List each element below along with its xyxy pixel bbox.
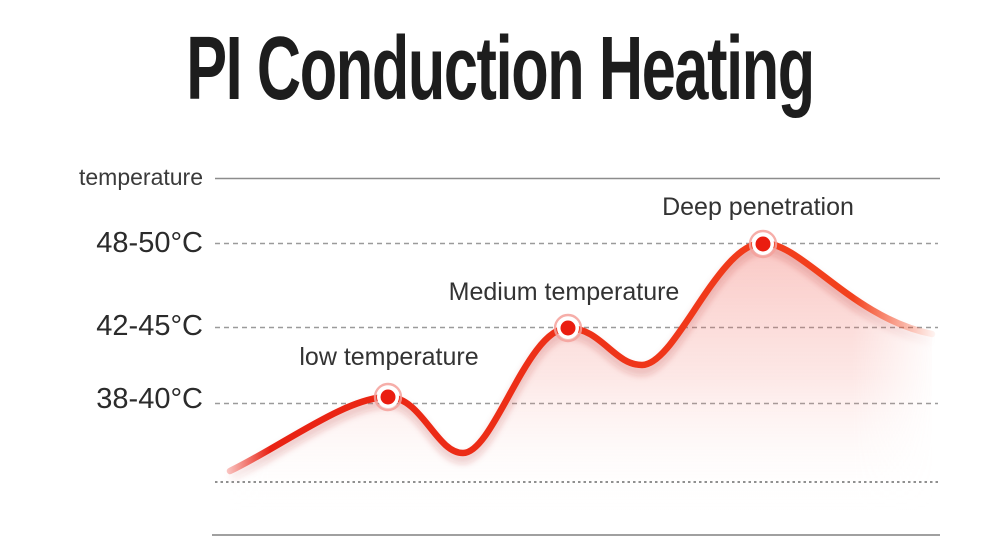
page-title: PI Conduction Heating: [186, 19, 815, 119]
y-tick-48-50: 48-50°C: [96, 227, 203, 259]
annotation-deep-penetration: Deep penetration: [662, 193, 854, 221]
y-tick-38-40: 38-40°C: [96, 383, 203, 415]
marker-medium-temperature: [553, 313, 583, 343]
marker-low-temperature: [373, 382, 403, 412]
marker-deep-penetration: [748, 229, 778, 259]
annotation-medium-temperature: Medium temperature: [448, 278, 680, 306]
annotation-low-temperature: low temperature: [299, 343, 479, 371]
y-tick-42-45: 42-45°C: [96, 310, 203, 342]
curve-area-fill: [230, 243, 932, 512]
y-axis-title: temperature: [78, 164, 203, 190]
